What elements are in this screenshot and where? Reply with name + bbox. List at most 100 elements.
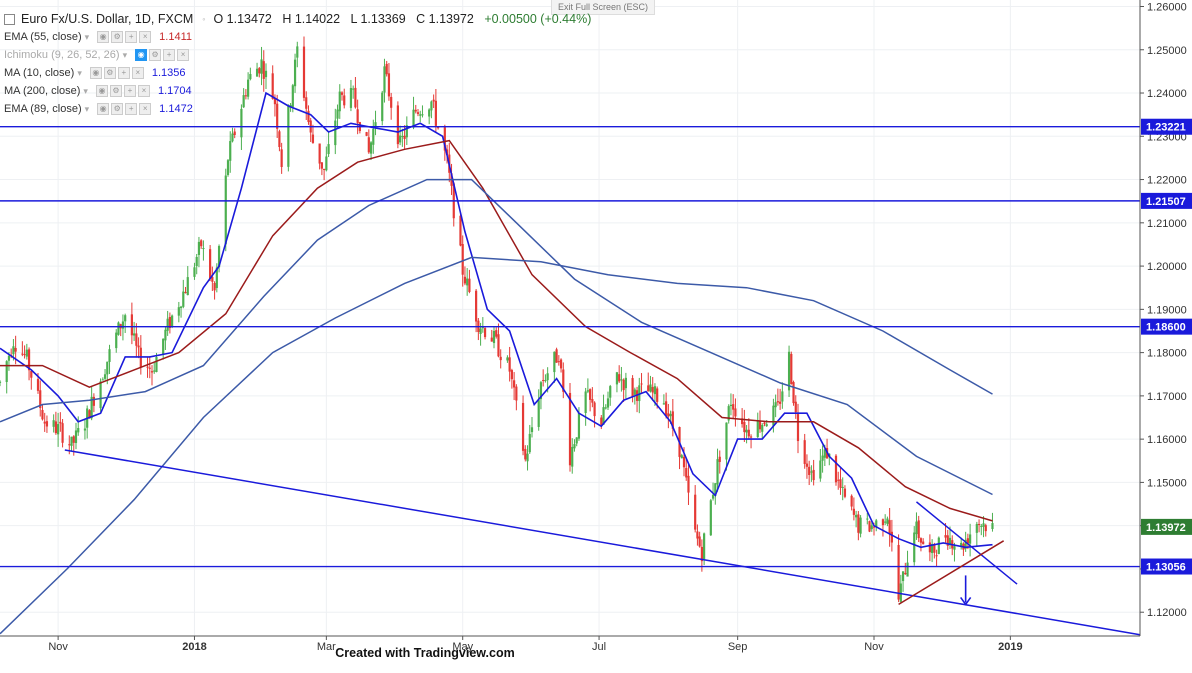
candle-body — [553, 351, 556, 373]
candle-body — [884, 521, 887, 523]
candle-body — [555, 349, 558, 363]
candle-body — [796, 414, 800, 442]
eye-icon[interactable]: ◉ — [95, 85, 108, 97]
candle-body — [148, 367, 151, 369]
remove-icon[interactable]: × — [131, 67, 144, 79]
dropdown-arrow-icon[interactable]: ▾ — [84, 104, 90, 114]
candle-body — [171, 315, 174, 327]
add-icon[interactable]: + — [125, 103, 138, 115]
remove-icon[interactable]: × — [177, 49, 190, 61]
candle-body — [521, 402, 525, 451]
candle-body — [953, 546, 956, 550]
candle-body — [77, 428, 80, 433]
remove-icon[interactable]: × — [139, 103, 152, 115]
candle-body — [618, 374, 621, 382]
candle-body — [349, 88, 353, 108]
candle-body — [758, 421, 762, 430]
settings-icon[interactable]: ⚙ — [111, 103, 124, 115]
candle-body — [542, 379, 545, 381]
eye-icon[interactable]: ◉ — [89, 67, 102, 79]
indicator-value: 1.1704 — [157, 85, 192, 97]
candle-body — [600, 417, 603, 425]
candle-body — [200, 240, 203, 247]
candle-body — [810, 471, 813, 473]
candle-body — [412, 109, 415, 128]
add-icon[interactable]: + — [125, 31, 138, 43]
candle-body — [12, 346, 15, 355]
dropdown-arrow-icon[interactable]: ▾ — [84, 32, 90, 42]
candle-body — [539, 382, 543, 400]
candle-body — [211, 276, 214, 282]
candle-body — [772, 405, 775, 426]
candle-body — [374, 122, 377, 127]
indicator-row[interactable]: MA (200, close) ▾ ◉ ⚙ + × 1.1704 — [4, 82, 598, 100]
candle-body — [620, 379, 623, 381]
candle-body — [390, 96, 393, 108]
x-tick-label: Jul — [592, 641, 606, 653]
indicator-row[interactable]: EMA (55, close) ▾ ◉ ⚙ + × 1.1411 — [4, 28, 598, 46]
remove-icon[interactable]: × — [137, 85, 150, 97]
candle-body — [729, 404, 733, 407]
candle-body — [296, 46, 299, 58]
candle-body — [387, 73, 391, 97]
candle-body — [260, 59, 263, 74]
price-badge — [1141, 518, 1192, 535]
candle-body — [933, 544, 936, 553]
add-icon[interactable]: + — [117, 67, 130, 79]
candle-body — [338, 91, 341, 112]
settings-icon[interactable]: ⚙ — [149, 49, 162, 61]
dropdown-arrow-icon[interactable]: ▾ — [83, 86, 88, 96]
candle-body — [25, 349, 28, 357]
candle-body — [276, 103, 279, 129]
candle-body — [495, 330, 498, 337]
candle-body — [577, 412, 581, 439]
candle-body — [434, 100, 437, 126]
candle-body — [546, 373, 549, 381]
candle-body — [150, 371, 154, 373]
candle-body — [244, 95, 247, 97]
indicator-row[interactable]: EMA (89, close) ▾ ◉ ⚙ + × 1.1472 — [4, 100, 598, 118]
y-tick-label: 1.26000 — [1147, 1, 1187, 13]
indicator-controls: ◉ ⚙ + × — [97, 103, 153, 115]
series-line — [0, 91, 993, 549]
candle-body — [271, 73, 274, 99]
y-tick-label: 1.16000 — [1147, 434, 1187, 446]
trendline — [915, 501, 1018, 585]
dropdown-arrow-icon[interactable]: ▾ — [77, 68, 82, 78]
candle-body — [403, 135, 406, 140]
indicator-row[interactable]: Ichimoku (9, 26, 52, 26) ▾ ◉ ⚙ + × — [4, 46, 598, 64]
series-line — [0, 178, 993, 496]
collapse-icon[interactable] — [4, 13, 15, 25]
candle-body — [461, 244, 464, 275]
candle-body — [385, 63, 388, 75]
eye-icon[interactable]: ◉ — [97, 31, 110, 43]
dropdown-arrow-icon[interactable]: ▾ — [122, 50, 128, 60]
x-tick-label: May — [452, 641, 473, 653]
settings-icon[interactable]: ⚙ — [111, 31, 124, 43]
candle-body — [432, 99, 435, 102]
remove-icon[interactable]: × — [139, 31, 152, 43]
candle-body — [202, 248, 205, 250]
eye-icon[interactable]: ◉ — [135, 49, 148, 61]
candle-body — [41, 409, 44, 420]
settings-icon[interactable]: ⚙ — [109, 85, 122, 97]
indicator-row[interactable]: MA (10, close) ▾ ◉ ⚙ + × 1.1356 — [4, 64, 598, 82]
candle-body — [966, 538, 969, 544]
add-icon[interactable]: + — [163, 49, 176, 61]
settings-icon[interactable]: ⚙ — [103, 67, 116, 79]
candle-body — [5, 361, 8, 383]
candle-body — [709, 500, 712, 536]
candle-body — [711, 494, 715, 499]
candle-body — [899, 583, 902, 602]
candle-body — [164, 329, 167, 341]
candle-body — [475, 290, 478, 322]
candle-body — [291, 85, 294, 107]
exit-fullscreen-button[interactable]: Exit Full Screen (ESC) — [551, 0, 656, 15]
eye-icon[interactable]: ◉ — [97, 103, 110, 115]
candle-body — [106, 361, 109, 375]
candle-body — [819, 460, 822, 479]
candle-body — [624, 377, 627, 389]
add-icon[interactable]: + — [123, 85, 136, 97]
